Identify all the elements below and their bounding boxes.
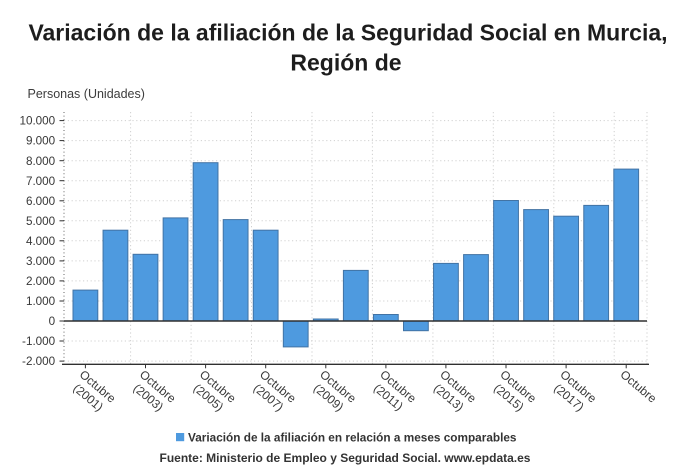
- svg-text:-1.000: -1.000: [22, 335, 56, 348]
- svg-text:1.000: 1.000: [26, 295, 56, 308]
- svg-text:-2.000: -2.000: [22, 355, 56, 368]
- svg-text:5.000: 5.000: [26, 215, 56, 228]
- svg-text:Personas (Unidades): Personas (Unidades): [28, 87, 145, 101]
- svg-text:2.000: 2.000: [26, 275, 56, 288]
- svg-text:Variación de la afiliación de: Variación de la afiliación de la Segurid…: [28, 20, 667, 46]
- svg-text:4.000: 4.000: [26, 235, 56, 248]
- svg-text:10.000: 10.000: [19, 115, 55, 128]
- svg-text:Variación de la afiliación en: Variación de la afiliación en relación a…: [188, 431, 517, 445]
- svg-text:Región de: Región de: [290, 50, 401, 76]
- svg-text:0: 0: [49, 315, 56, 328]
- svg-text:3.000: 3.000: [26, 255, 56, 268]
- svg-text:9.000: 9.000: [26, 135, 56, 148]
- svg-text:7.000: 7.000: [26, 175, 56, 188]
- svg-text:Fuente: Ministerio de Empleo y: Fuente: Ministerio de Empleo y Seguridad…: [160, 451, 531, 465]
- svg-text:8.000: 8.000: [26, 155, 56, 168]
- svg-text:6.000: 6.000: [26, 195, 56, 208]
